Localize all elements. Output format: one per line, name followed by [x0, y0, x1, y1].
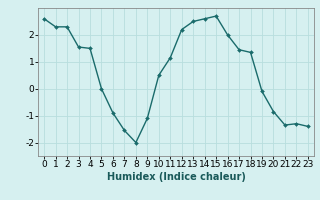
X-axis label: Humidex (Indice chaleur): Humidex (Indice chaleur) [107, 172, 245, 182]
